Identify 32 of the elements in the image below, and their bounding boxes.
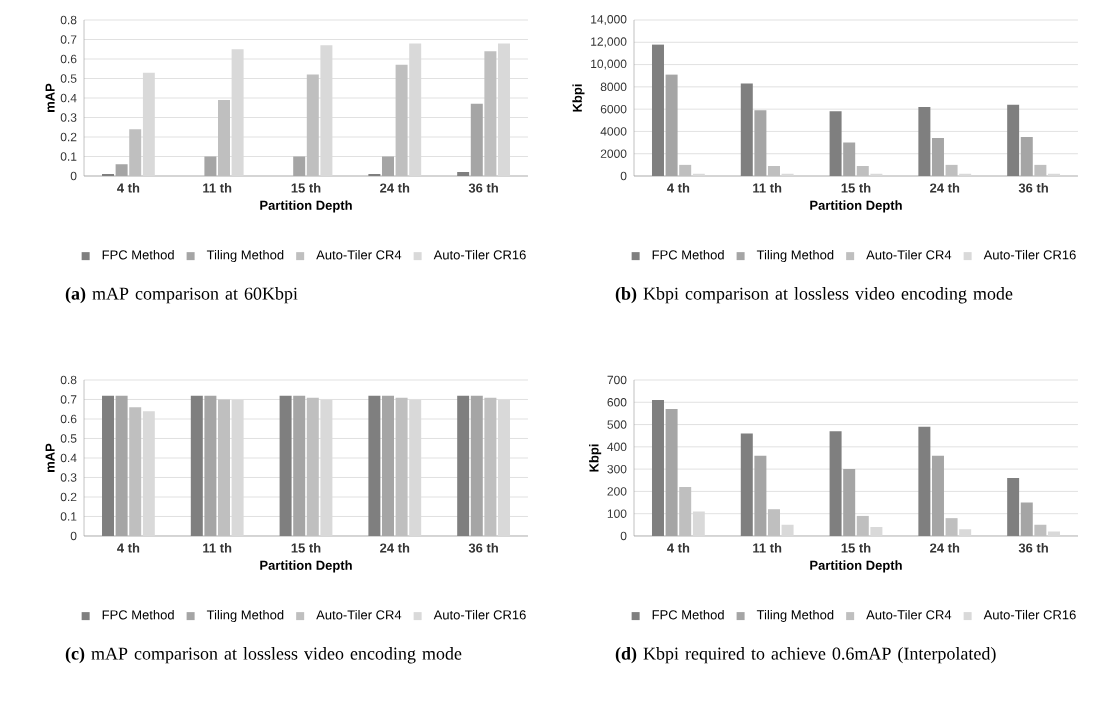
- bar: [129, 129, 142, 176]
- bar: [767, 509, 780, 536]
- bar: [870, 527, 883, 536]
- bar: [679, 486, 692, 536]
- bar: [1034, 164, 1047, 176]
- bar: [829, 431, 842, 536]
- bar: [679, 164, 692, 176]
- bar: [218, 99, 231, 176]
- bar: [959, 529, 972, 536]
- bar: [1007, 104, 1020, 176]
- bar: [1007, 478, 1020, 536]
- bar: [918, 106, 931, 176]
- text: (a) mAP comparison at 60Kbpi: [65, 287, 298, 304]
- bar: [652, 44, 664, 176]
- bar: [856, 515, 869, 536]
- text: (d) Kbpi required to achieve 0.6mAP (Interpolated): [615, 647, 996, 664]
- bar: [918, 426, 931, 536]
- bar: [945, 518, 958, 536]
- text: (b) Kbpi comparison at lossless video encoding mode: [615, 287, 1013, 304]
- bar: [781, 524, 794, 536]
- bar: [945, 164, 958, 176]
- bar: [1034, 524, 1047, 536]
- bar: [306, 74, 319, 176]
- bar: [767, 165, 780, 176]
- bar: [856, 165, 869, 176]
- bar: [652, 400, 664, 536]
- text: (c) mAP comparison at lossless video encoding mode: [65, 647, 462, 664]
- bar: [484, 51, 497, 176]
- bar: [395, 64, 408, 176]
- bar: [829, 111, 842, 176]
- bar: [740, 83, 753, 176]
- bar: [740, 433, 753, 536]
